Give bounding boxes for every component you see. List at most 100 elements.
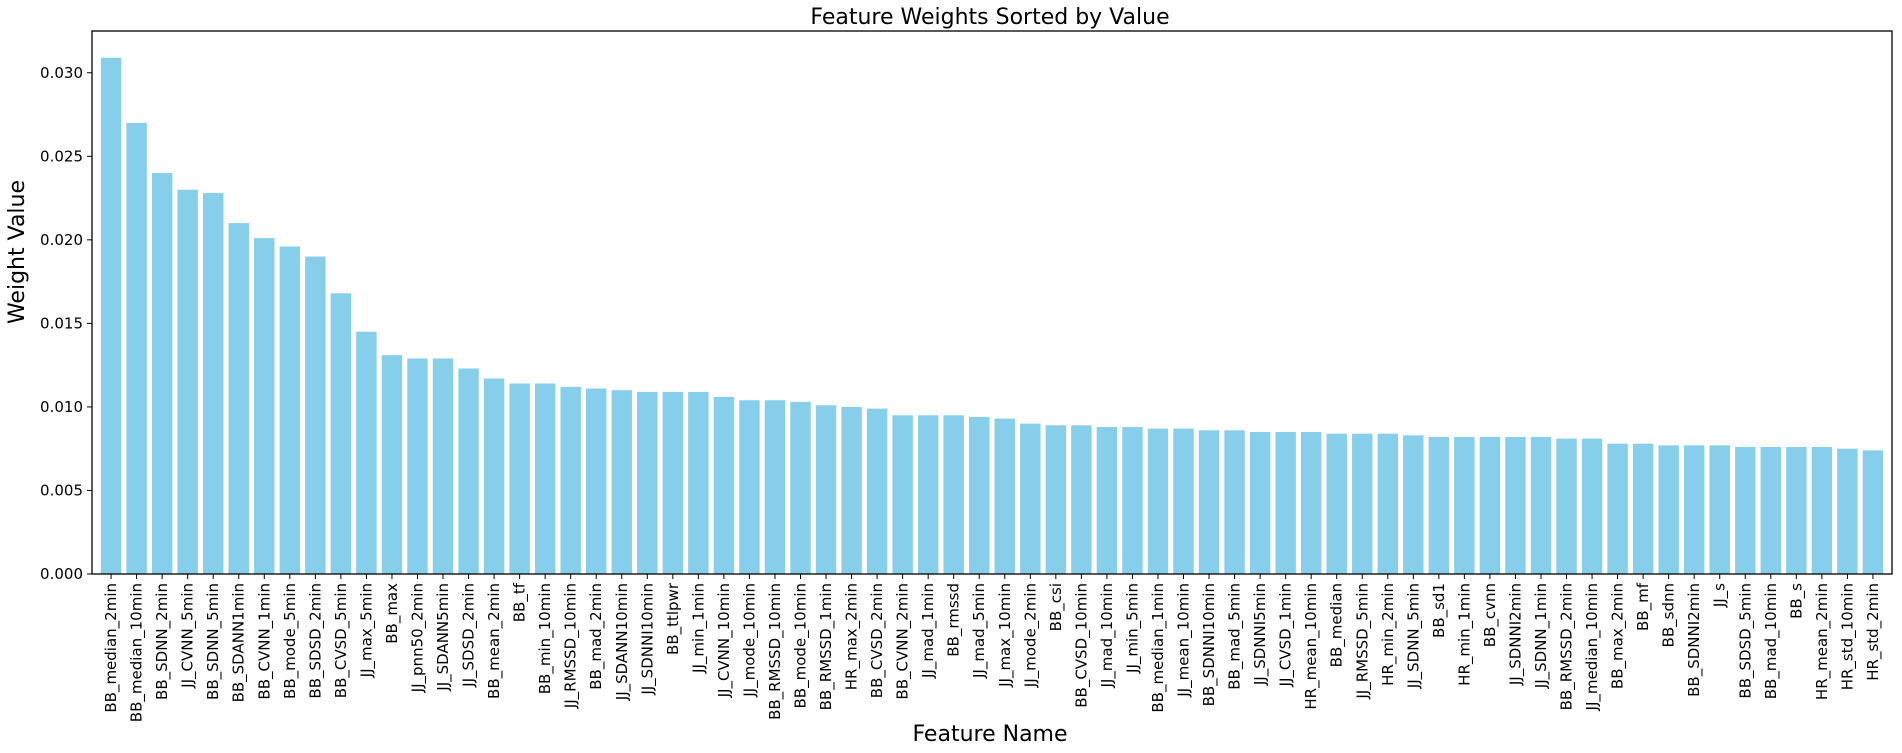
bar: [994, 418, 1015, 574]
x-tick-label: BB_min_10min: [536, 583, 555, 694]
x-tick-label: BB_mode_10min: [791, 583, 810, 709]
bar: [790, 401, 811, 574]
x-tick-label: BB_max: [383, 583, 402, 644]
bar: [1709, 445, 1730, 574]
bar: [815, 405, 837, 574]
bar: [943, 415, 964, 574]
bar: [1811, 447, 1833, 574]
bar: [560, 386, 581, 574]
bar: [407, 358, 428, 574]
bars-group: [100, 57, 1884, 575]
bar: [509, 383, 530, 574]
bar: [586, 388, 607, 574]
bar: [1837, 448, 1858, 574]
bar: [1786, 447, 1807, 574]
x-tick-label: BB_mode_5min: [281, 583, 300, 699]
bar: [1735, 447, 1756, 574]
x-tick-label: BB_SDSD_5min: [1736, 583, 1755, 699]
bar: [713, 396, 735, 574]
bar: [534, 383, 556, 574]
plot-area-frame: [91, 30, 1893, 575]
bar: [356, 331, 377, 574]
bar: [279, 246, 301, 574]
x-axis-ticks: BB_median_2min BB_median_10min BB_SDNN_2mi…: [102, 574, 1883, 722]
x-tick-label: JJ_pnn50_2min: [408, 583, 427, 693]
bar: [1658, 445, 1679, 574]
bar: [1632, 443, 1654, 574]
bar: [126, 122, 147, 574]
bar: [1020, 423, 1041, 574]
bar: [151, 173, 173, 574]
x-tick-label: BB_mad_10min: [1762, 583, 1781, 699]
bar: [1173, 428, 1194, 574]
x-tick-label: BB_SDNN_5min: [204, 583, 223, 700]
bar: [330, 293, 352, 574]
bar: [611, 390, 632, 574]
bar: [1096, 426, 1118, 574]
x-tick-label: JJ_mode_10min: [740, 583, 759, 698]
bar: [1530, 437, 1552, 574]
bar: [1275, 431, 1296, 574]
bar: [483, 378, 505, 574]
x-tick-label: BB_mad_2min: [587, 583, 606, 690]
bar: [1045, 425, 1067, 574]
x-tick-label: BB_median_1min: [1149, 583, 1168, 713]
x-tick-label: JJ_SDNN_5min: [1404, 583, 1423, 689]
bar: [1224, 430, 1245, 574]
bar: [1581, 438, 1603, 574]
x-tick-label: JJ_min_1min: [689, 583, 708, 674]
bar: [1862, 450, 1884, 574]
bar: [1147, 428, 1169, 574]
x-tick-label: BB_sdnn: [1660, 583, 1679, 647]
bar: [739, 400, 760, 574]
x-tick-label: BB_RMSSD_10min: [766, 583, 785, 720]
x-tick-label: BB_mean_2min: [485, 583, 504, 699]
bar: [1454, 437, 1475, 574]
x-tick-label: JJ_CVNN_10min: [715, 583, 734, 698]
bar: [1249, 431, 1271, 574]
x-tick-label: JJ_RMSSD_5min: [1353, 583, 1372, 700]
x-tick-label: BB_median_2min: [102, 583, 121, 713]
x-tick-label: HR_std_10min: [1838, 583, 1857, 690]
x-tick-label: JJ_RMSSD_10min: [562, 583, 581, 709]
x-tick-label: BB_s: [1787, 583, 1806, 619]
bar: [202, 193, 224, 574]
bar: [1505, 437, 1526, 574]
x-tick-label: HR_mean_10min: [1302, 583, 1321, 710]
x-tick-label: JJ_SDNNI2min: [1506, 583, 1525, 686]
y-tick-label: 0.020: [40, 231, 83, 249]
x-tick-label: BB_SDNNI10min: [1200, 583, 1219, 706]
bar: [458, 368, 479, 574]
x-tick-label: JJ_mad_1min: [919, 583, 938, 679]
bar: [305, 256, 326, 574]
x-tick-label: BB_sd1: [1430, 583, 1449, 638]
y-tick-label: 0.025: [40, 147, 83, 165]
bar: [1071, 425, 1092, 574]
x-tick-label: HR_min_2min: [1379, 583, 1398, 686]
y-axis-ticks: 0.000 0.005 0.010 0.015 0.020 0.025 0.030: [40, 64, 92, 583]
bar: [432, 358, 454, 574]
x-tick-label: BB_mad_5min: [1226, 583, 1245, 690]
x-tick-label: BB_SDNNI2min: [1685, 583, 1704, 697]
bar: [969, 416, 990, 574]
bar: [841, 406, 862, 574]
x-tick-label: BB_median: [1328, 583, 1347, 667]
x-tick-label: BB_SDNN_2min: [153, 583, 172, 700]
x-tick-label: JJ_max_10min: [996, 583, 1015, 688]
bar: [100, 57, 122, 575]
y-tick-label: 0.030: [40, 64, 83, 82]
bar: [1326, 433, 1347, 574]
x-tick-label: JJ_SDNNI10min: [638, 583, 657, 696]
x-tick-label: BB_cvnn: [1481, 583, 1500, 647]
x-tick-label: JJ_s: [1711, 583, 1730, 608]
bar: [892, 415, 913, 574]
x-tick-label: BB_RMSSD_1min: [817, 583, 836, 710]
x-tick-label: BB_rmssd: [945, 583, 964, 657]
bar: [1607, 443, 1628, 574]
x-tick-label: JJ_CVSD_1min: [1277, 583, 1296, 687]
x-tick-label: BB_CVNN_2min: [894, 583, 913, 700]
x-tick-label: HR_mean_2min: [1813, 583, 1832, 700]
x-tick-label: BB_SDSD_2min: [306, 583, 325, 699]
